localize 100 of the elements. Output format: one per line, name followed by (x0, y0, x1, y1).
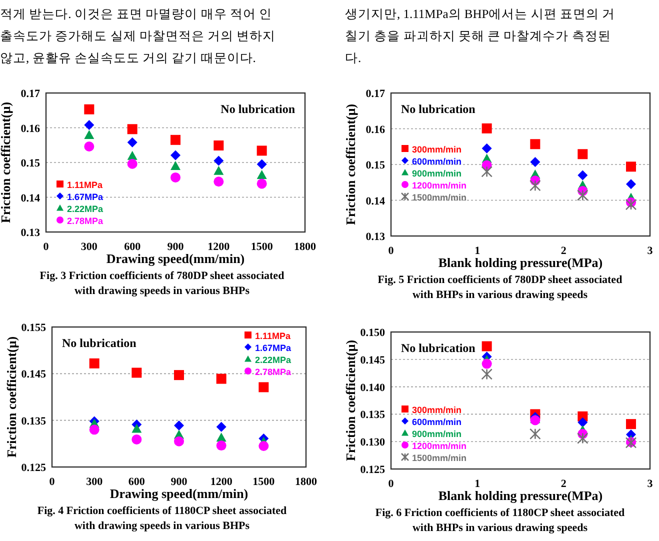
point (214, 140, 224, 150)
point (84, 120, 94, 130)
point (530, 428, 541, 440)
point (132, 424, 142, 433)
y-tick-label: 0.13 (366, 231, 386, 243)
y-tick-label: 0.125 (360, 464, 386, 476)
legend-label: 2.78MPa (67, 216, 104, 226)
point (482, 341, 492, 352)
legend-label: 2.22MPa (255, 355, 292, 365)
legend-label: 2.22MPa (67, 204, 104, 214)
x-tick-label: 0 (388, 245, 394, 257)
x-axis-title: Drawing speed(mm/min) (106, 251, 245, 266)
legend-label: 1.67MPa (67, 192, 104, 202)
y-axis-title: Friction coefficient(μ) (343, 340, 358, 462)
point (577, 190, 588, 201)
y-tick-label: 0.135 (21, 415, 46, 428)
y-tick-label: 0.15 (366, 160, 386, 172)
point (216, 422, 226, 432)
y-tick-label: 0.145 (360, 354, 386, 366)
y-tick-label: 0.14 (366, 195, 386, 208)
text: 출속도가 증가해도 실제 마찰면적은 거의 변하지 (0, 29, 276, 43)
y-tick-label: 0.135 (360, 409, 386, 422)
legend-label: 1.11MPa (67, 180, 104, 190)
legend-label: 1200mm/min (412, 180, 467, 190)
point (625, 198, 637, 210)
point (577, 432, 588, 444)
y-tick-label: 0.17 (20, 88, 40, 100)
point (626, 179, 636, 190)
point (132, 368, 142, 378)
legend-label: 600mm/min (412, 417, 462, 427)
x-tick-label: 1800 (294, 241, 316, 253)
text: Fig. 5 Friction coefficients of 780DP sheet associated with BHPs in various drawing speeds (378, 274, 622, 301)
text: 생기지만, 1.11MPa의 BHP에서는 시편 표면의 거 (345, 7, 616, 21)
text: 적게 받는다. 이것은 표면 마멸량이 매우 적어 인 (0, 7, 272, 21)
legend-label: 300mm/min (412, 144, 462, 154)
point (214, 176, 224, 187)
x-tick-label: 1 (474, 478, 480, 490)
annotation: No lubrication (401, 341, 476, 355)
point (127, 150, 138, 160)
point (170, 134, 180, 145)
point (89, 358, 100, 368)
point (530, 139, 540, 150)
x-tick-label: 3 (647, 478, 654, 490)
point (170, 150, 180, 160)
annotation: No lubrication (220, 102, 296, 116)
point (170, 160, 180, 170)
legend-label: 900mm/min (412, 429, 462, 439)
point (578, 170, 588, 180)
legend-label: 1.11MPa (255, 331, 292, 341)
annotation: No lubrication (62, 336, 137, 350)
point (214, 156, 224, 166)
x-axis-title: Blank holding pressure(MPa) (438, 255, 603, 270)
y-tick-label: 0.155 (21, 322, 46, 334)
point (84, 104, 94, 114)
y-tick-label: 0.140 (360, 382, 386, 394)
legend-label: 300mm/min (412, 405, 462, 415)
point (258, 441, 269, 451)
point (174, 436, 184, 446)
y-tick-label: 0.14 (20, 192, 40, 204)
point (258, 382, 269, 392)
y-tick-label: 0.13 (20, 227, 40, 239)
text: Fig. 6 Friction coefficients of 1180CP sheet associated with BHPs in various drawing speeds (375, 507, 625, 534)
legend-label: 1.67MPa (255, 343, 292, 353)
text: Fig. 3 Friction coefficients of 780DP sheet associated with drawing speeds in various BHPs (40, 270, 284, 297)
y-tick-label: 0.125 (21, 462, 46, 474)
y-tick-label: 0.17 (366, 88, 386, 100)
point (174, 370, 184, 380)
x-tick-label: 600 (124, 241, 142, 253)
legend-label: 1500mm/min (412, 453, 467, 463)
point (578, 149, 588, 160)
point (127, 137, 138, 148)
point (170, 172, 180, 182)
text: Fig. 4 Friction coefficients of 1180CP sheet associated with drawing speeds in various BHPs (37, 505, 287, 532)
point (174, 420, 184, 430)
y-tick-label: 0.150 (360, 327, 386, 339)
point (256, 146, 267, 156)
x-tick-label: 300 (86, 476, 104, 488)
point (626, 162, 636, 172)
y-tick-label: 0.15 (20, 158, 40, 170)
point (127, 158, 138, 169)
x-tick-label: 0 (43, 241, 50, 253)
point (84, 142, 94, 152)
x-tick-label: 600 (128, 476, 146, 488)
y-tick-label: 0.16 (20, 122, 40, 135)
text: 않고, 윤활유 손실속도도 거의 같기 때문이다. (0, 51, 256, 65)
x-tick-label: 300 (80, 241, 98, 253)
legend-label: 600mm/min (412, 156, 462, 166)
point (482, 123, 492, 134)
x-axis-title: Blank holding pressure(MPa) (438, 488, 603, 503)
point (256, 178, 267, 189)
x-tick-label: 0 (388, 478, 394, 490)
point (216, 440, 226, 451)
x-tick-label: 1 (474, 245, 480, 257)
x-tick-label: 1500 (250, 241, 274, 253)
point (89, 424, 100, 435)
annotation: No lubrication (401, 102, 476, 116)
legend-label: 900mm/min (412, 168, 462, 178)
text: 칠기 층을 파괴하지 못해 큰 마찰계수가 측정된 (345, 29, 611, 43)
point (216, 374, 226, 384)
y-axis-title: Friction coefficient(μ) (0, 102, 13, 224)
